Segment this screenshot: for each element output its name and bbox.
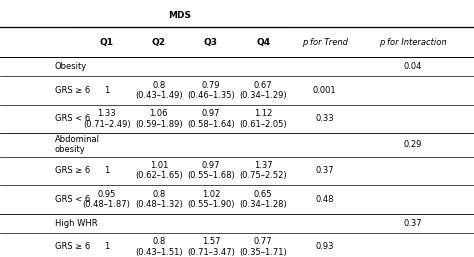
- Text: 0.97
(0.55–1.68): 0.97 (0.55–1.68): [187, 161, 235, 180]
- Text: 0.8
(0.43–1.51): 0.8 (0.43–1.51): [135, 237, 182, 256]
- Text: 0.33: 0.33: [315, 114, 334, 124]
- Text: 1.06
(0.59–1.89): 1.06 (0.59–1.89): [135, 109, 182, 128]
- Text: Q3: Q3: [204, 38, 218, 47]
- Text: High WHR: High WHR: [55, 219, 97, 228]
- Text: 1.57
(0.71–3.47): 1.57 (0.71–3.47): [187, 237, 235, 256]
- Text: Q1: Q1: [100, 38, 114, 47]
- Text: GRS ≥ 6: GRS ≥ 6: [55, 242, 90, 252]
- Text: Q4: Q4: [256, 38, 270, 47]
- Text: GRS ≥ 6: GRS ≥ 6: [55, 86, 90, 95]
- Text: MDS: MDS: [169, 11, 191, 20]
- Text: 1.01
(0.62–1.65): 1.01 (0.62–1.65): [135, 161, 182, 180]
- Text: 0.93: 0.93: [315, 242, 334, 252]
- Text: 0.65
(0.34–1.28): 0.65 (0.34–1.28): [239, 190, 287, 209]
- Text: p for Interaction: p for Interaction: [379, 38, 446, 47]
- Text: 0.48: 0.48: [315, 195, 334, 204]
- Text: 0.8
(0.48–1.32): 0.8 (0.48–1.32): [135, 190, 182, 209]
- Text: 1.37
(0.75–2.52): 1.37 (0.75–2.52): [239, 161, 287, 180]
- Text: p for Trend: p for Trend: [301, 38, 348, 47]
- Text: Abdominal
obesity: Abdominal obesity: [55, 135, 100, 154]
- Text: 1.02
(0.55–1.90): 1.02 (0.55–1.90): [187, 190, 235, 209]
- Text: 0.97
(0.58–1.64): 0.97 (0.58–1.64): [187, 109, 235, 128]
- Text: 1: 1: [104, 242, 109, 252]
- Text: 0.77
(0.35–1.71): 0.77 (0.35–1.71): [239, 237, 287, 256]
- Text: 0.37: 0.37: [315, 166, 334, 176]
- Text: GRS < 6: GRS < 6: [55, 114, 90, 124]
- Text: GRS ≥ 6: GRS ≥ 6: [55, 166, 90, 176]
- Text: 0.001: 0.001: [313, 86, 337, 95]
- Text: Q2: Q2: [152, 38, 166, 47]
- Text: Obesity: Obesity: [55, 62, 87, 71]
- Text: 0.04: 0.04: [403, 62, 421, 71]
- Text: 0.67
(0.34–1.29): 0.67 (0.34–1.29): [239, 81, 287, 100]
- Text: 0.79
(0.46–1.35): 0.79 (0.46–1.35): [187, 81, 235, 100]
- Text: 0.8
(0.43–1.49): 0.8 (0.43–1.49): [135, 81, 182, 100]
- Text: 0.37: 0.37: [403, 219, 422, 228]
- Text: 1.33
(0.71–2.49): 1.33 (0.71–2.49): [83, 109, 130, 128]
- Text: 0.29: 0.29: [403, 140, 421, 150]
- Text: GRS < 6: GRS < 6: [55, 195, 90, 204]
- Text: 1.12
(0.61–2.05): 1.12 (0.61–2.05): [239, 109, 287, 128]
- Text: 0.95
(0.48–1.87): 0.95 (0.48–1.87): [82, 190, 131, 209]
- Text: 1: 1: [104, 166, 109, 176]
- Text: 1: 1: [104, 86, 109, 95]
